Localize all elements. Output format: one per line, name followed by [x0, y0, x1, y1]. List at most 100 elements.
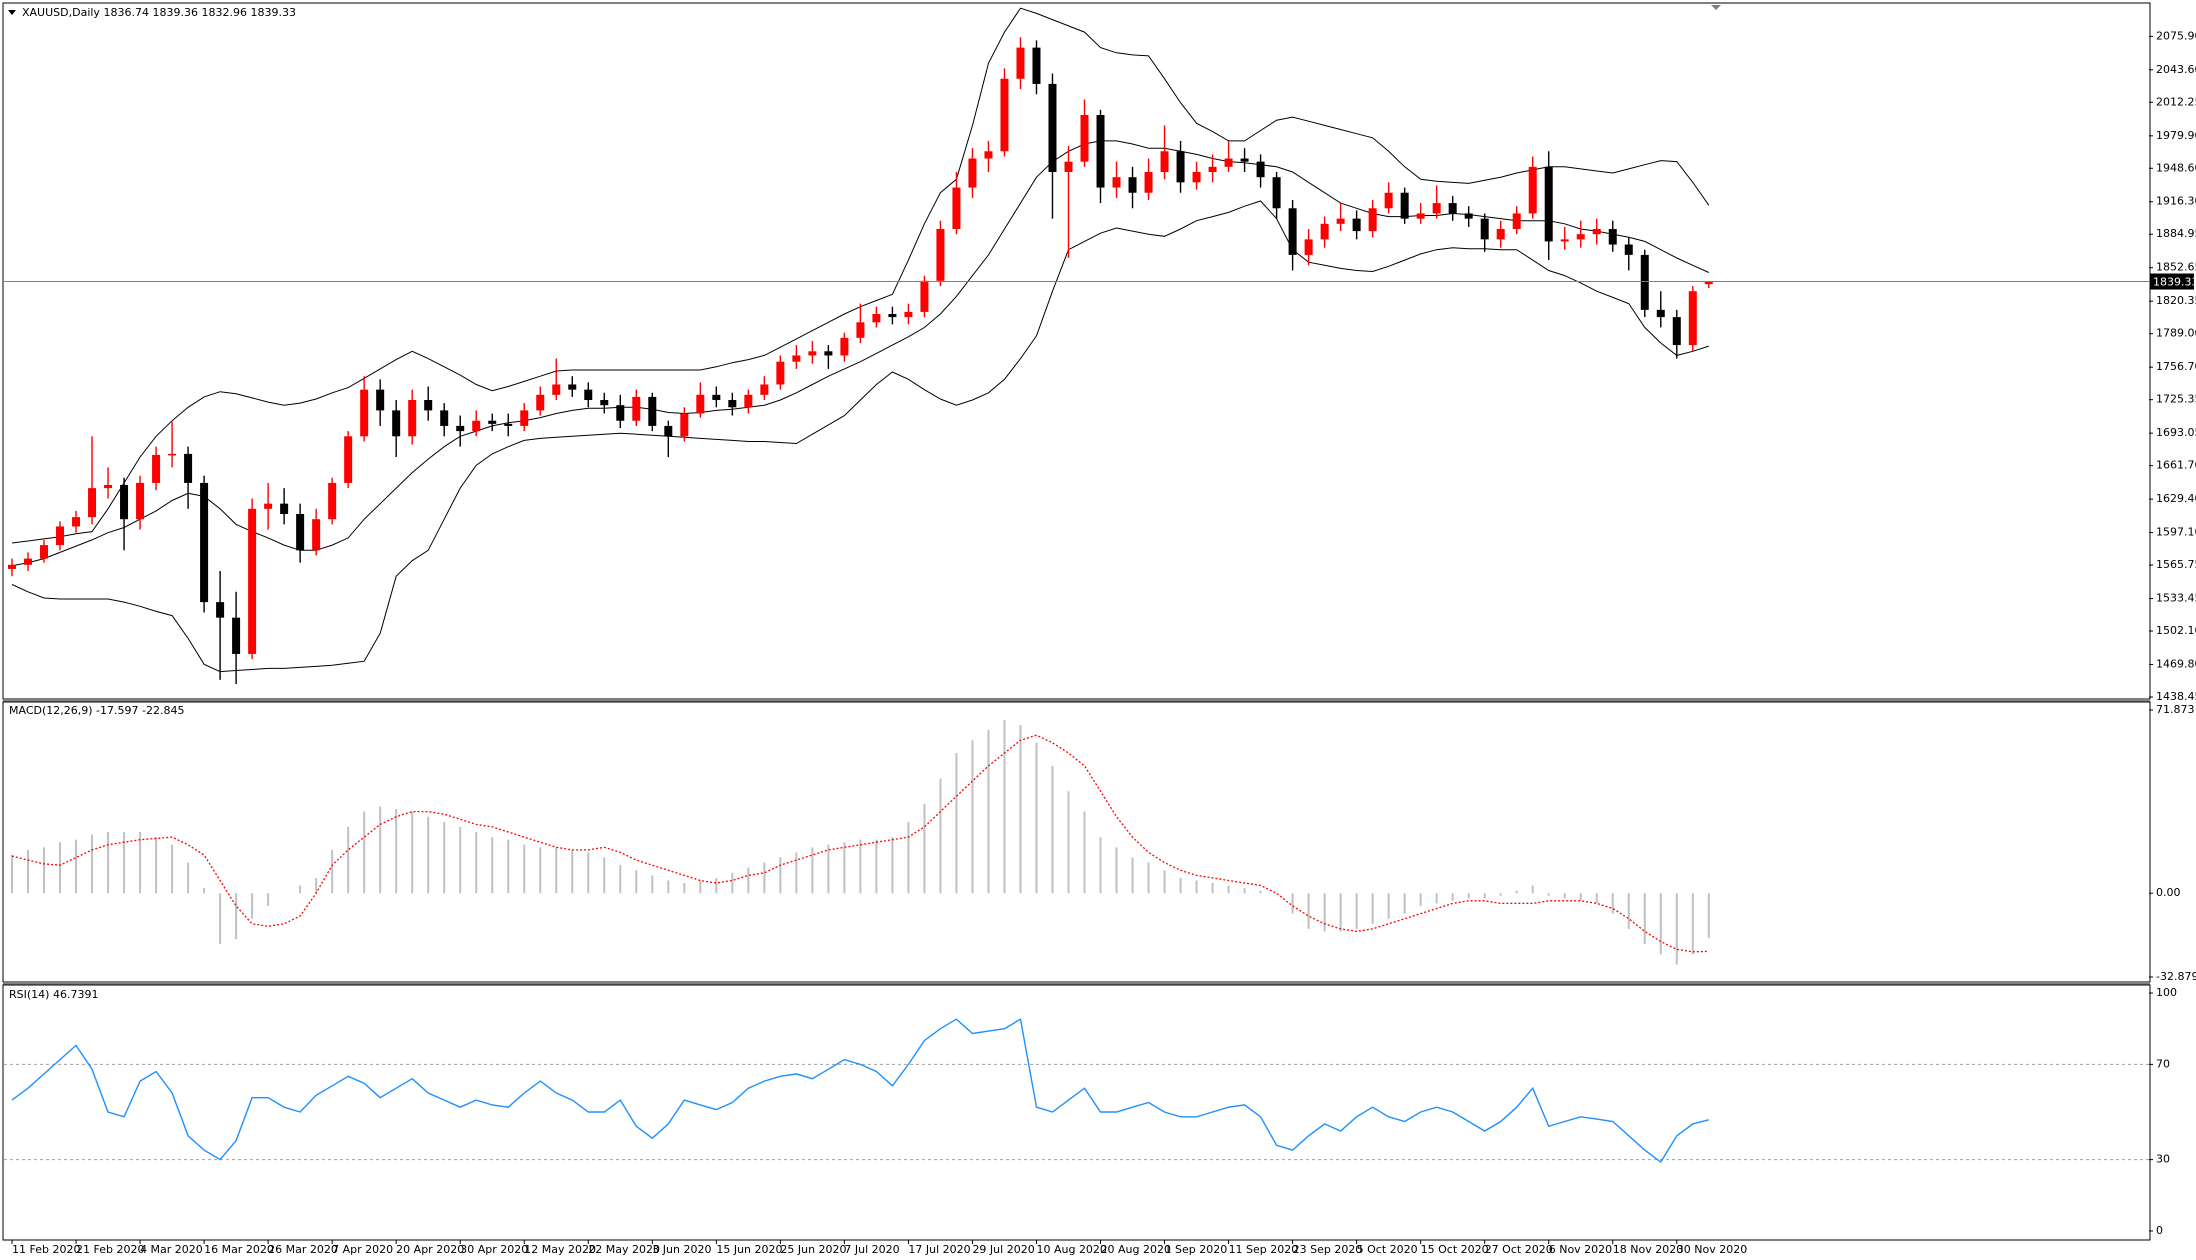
- candle-body: [744, 394, 753, 408]
- y-tick-label: -32.879: [2156, 970, 2196, 983]
- candle-body: [1384, 192, 1393, 209]
- candle-body: [648, 396, 657, 426]
- candle-body: [40, 545, 49, 559]
- y-tick-label: 2075.90: [2156, 29, 2196, 42]
- y-tick-label: 1852.65: [2156, 261, 2196, 274]
- candle-body: [1208, 166, 1217, 173]
- price-label: 1839.33: [2153, 276, 2196, 289]
- rsi-pane: [2, 984, 2151, 1241]
- x-tick-label: 30 Nov 2020: [1677, 1243, 1747, 1256]
- x-tick-label: 26 Mar 2020: [268, 1243, 338, 1256]
- candle-body: [1528, 166, 1537, 214]
- candle-body: [1672, 317, 1681, 346]
- x-tick-label: 20 Apr 2020: [396, 1243, 464, 1256]
- candle-body: [920, 280, 929, 312]
- macd-header: MACD(12,26,9) -17.597 -22.845: [9, 704, 184, 717]
- candle-body: [8, 564, 17, 569]
- candle-body: [1480, 218, 1489, 240]
- x-tick-label: 6 Nov 2020: [1549, 1243, 1612, 1256]
- x-tick-label: 20 Aug 2020: [1101, 1243, 1171, 1256]
- x-tick-label: 16 Mar 2020: [204, 1243, 274, 1256]
- candle-body: [1192, 172, 1201, 183]
- x-tick-label: 11 Feb 2020: [12, 1243, 80, 1256]
- x-tick-label: 22 May 2020: [588, 1243, 660, 1256]
- x-tick-label: 30 Apr 2020: [460, 1243, 528, 1256]
- y-tick-label: 1597.10: [2156, 526, 2196, 539]
- candle-body: [552, 384, 561, 395]
- candle-body: [1096, 115, 1105, 188]
- candle-body: [216, 602, 225, 618]
- pane-separator: [3, 699, 2150, 702]
- candle-body: [1688, 291, 1697, 346]
- candle-body: [120, 485, 129, 520]
- x-tick-label: 7 Apr 2020: [332, 1243, 393, 1256]
- x-tick-label: 5 Oct 2020: [1357, 1243, 1418, 1256]
- x-tick-label: 17 Jul 2020: [908, 1243, 970, 1256]
- candle-body: [840, 337, 849, 356]
- candle-body: [680, 413, 689, 437]
- candle-body: [280, 503, 289, 515]
- y-tick-label: 2043.60: [2156, 63, 2196, 76]
- y-tick-label: 1948.60: [2156, 161, 2196, 174]
- candle-body: [952, 187, 961, 230]
- candle-body: [24, 558, 33, 565]
- candle-body: [1608, 229, 1617, 245]
- candle-body: [1560, 239, 1569, 242]
- candle-body: [1160, 151, 1169, 173]
- pane-menu-icon[interactable]: [8, 10, 16, 15]
- x-tick-label: 7 Jul 2020: [844, 1243, 899, 1256]
- candle-body: [1032, 47, 1041, 84]
- rsi-title: RSI(14): [9, 988, 49, 1001]
- macd-title: MACD(12,26,9): [9, 704, 93, 717]
- candle-body: [968, 158, 977, 188]
- candle-body: [168, 453, 177, 456]
- candle-body: [728, 400, 737, 408]
- candle-body: [72, 517, 81, 527]
- x-tick-label: 25 Jun 2020: [780, 1243, 846, 1256]
- x-tick-label: 29 Jul 2020: [972, 1243, 1034, 1256]
- candle-body: [1064, 161, 1073, 173]
- y-tick-label: 1661.70: [2156, 459, 2196, 472]
- y-tick-label: 1820.35: [2156, 294, 2196, 307]
- candle-body: [1304, 239, 1313, 255]
- candle-body: [232, 617, 241, 654]
- candle-body: [536, 394, 545, 411]
- candle-body: [328, 482, 337, 520]
- y-tick-label: 1884.95: [2156, 227, 2196, 240]
- candle-body: [136, 482, 145, 520]
- candle-body: [1416, 213, 1425, 219]
- candle-body: [1512, 213, 1521, 230]
- candle-body: [392, 410, 401, 437]
- macd-value: -17.597: [96, 704, 138, 717]
- candle-body: [1544, 166, 1553, 242]
- rsi-line: [11, 1018, 1709, 1164]
- candle-body: [616, 405, 625, 421]
- candle-body: [456, 425, 465, 432]
- candle-body: [1448, 203, 1457, 214]
- candle-body: [1144, 172, 1153, 193]
- candle-body: [1336, 218, 1345, 224]
- candle-body: [1592, 229, 1601, 235]
- signal-value: -22.845: [142, 704, 184, 717]
- plots: 2075.90 2043.60 2012.25 1979.90 1948.60 1916.…: [4, 7, 2196, 1256]
- symbol: XAUUSD,Daily: [22, 6, 100, 19]
- candle-body: [1576, 234, 1585, 240]
- y-tick-label: 71.873: [2156, 703, 2195, 716]
- y-tick-label: 1629.40: [2156, 492, 2196, 505]
- y-tick-label: 100: [2156, 986, 2177, 999]
- candle-body: [1016, 47, 1025, 79]
- candle-body: [200, 482, 209, 603]
- candle-body: [88, 488, 97, 518]
- candle-body: [760, 384, 769, 395]
- x-tick-label: 21 Feb 2020: [76, 1243, 144, 1256]
- candle-body: [888, 313, 897, 318]
- shift-marker[interactable]: [1711, 5, 1721, 10]
- candle-body: [344, 436, 353, 483]
- candle-body: [376, 389, 385, 411]
- candle-body: [1224, 158, 1233, 167]
- x-tick-label: 10 Aug 2020: [1036, 1243, 1106, 1256]
- price-pane: [2, 2, 2151, 700]
- y-tick-label: 0.00: [2156, 886, 2181, 899]
- x-tick-label: 4 Mar 2020: [140, 1243, 203, 1256]
